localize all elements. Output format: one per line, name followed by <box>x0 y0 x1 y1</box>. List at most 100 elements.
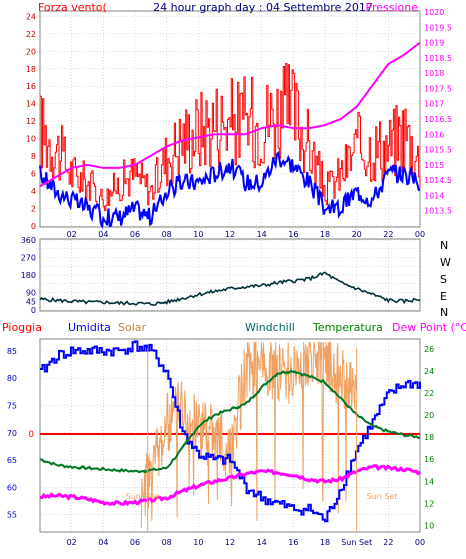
top-left-tick-2: 4 <box>31 187 36 196</box>
top-right-tick-10: 1018.5 <box>424 54 452 63</box>
bottom-left-tick-5: 80 <box>7 374 17 383</box>
bottom-x-tick-11: 00 <box>415 538 425 547</box>
dir-y-tick-2: 90 <box>26 289 36 298</box>
bottom-x-tick-9: Sun Set <box>341 538 372 547</box>
top-right-tick-11: 1019 <box>424 39 444 48</box>
compass-label-w: W <box>440 256 451 269</box>
top-right-tick-3: 1015 <box>424 161 444 170</box>
top-left-tick-0: 0 <box>31 222 36 231</box>
top-left-tick-9: 18 <box>26 65 36 74</box>
bottom-x-tick-1: 04 <box>98 538 108 547</box>
series-humidity <box>40 340 421 523</box>
humidity-label: Umidita <box>68 321 111 334</box>
series-pressure <box>39 41 421 188</box>
bottom-right-tick-0: 10 <box>424 521 434 530</box>
top-x-tick-9: 20 <box>352 230 362 239</box>
bottom-right-tick-5: 20 <box>424 411 434 420</box>
bottom-left-tick-2: 65 <box>7 456 17 465</box>
top-left-tick-11: 22 <box>26 30 36 39</box>
bottom-right-tick-8: 26 <box>424 345 434 354</box>
top-right-tick-5: 1016 <box>424 130 444 139</box>
compass-label-e: E <box>440 290 447 303</box>
series-wind-gust <box>39 150 421 230</box>
top-right-tick-6: 1016.5 <box>424 115 452 124</box>
top-left-tick-1: 2 <box>31 205 36 214</box>
humidity-temperature-plot: 55 60 65 70 75 80 85 10 12 14 16 18 20 22 24 26 02 04 06 08… <box>7 340 434 547</box>
top-right-tick-1: 1014 <box>424 191 444 200</box>
top-right-tick-2: 1014.5 <box>424 176 452 185</box>
series-wind-force <box>40 63 421 211</box>
bottom-left-tick-1: 60 <box>7 483 17 492</box>
top-x-tick-8: 18 <box>320 230 330 239</box>
top-x-tick-5: 12 <box>225 230 235 239</box>
bottom-x-tick-7: 16 <box>288 538 298 547</box>
compass-label-n-top: N <box>440 239 448 252</box>
top-x-tick-6: 14 <box>257 230 267 239</box>
series-dew-point <box>39 464 422 507</box>
dir-y-tick-8: 360 <box>21 236 36 245</box>
top-x-tick-11: 00 <box>415 230 425 239</box>
solar-label: Solar <box>118 321 147 334</box>
top-x-tick-4: 10 <box>193 230 203 239</box>
bottom-right-tick-1: 12 <box>424 499 434 508</box>
series-solar <box>140 341 357 529</box>
top-right-tick-9: 1018 <box>424 69 444 78</box>
dir-y-tick-6: 270 <box>21 254 36 263</box>
chart-title: 24 hour graph day : 04 Settembre 2017 <box>153 1 373 14</box>
top-right-tick-0: 1013.5 <box>424 207 452 216</box>
bottom-x-tick-3: 08 <box>162 538 172 547</box>
bottom-right-tick-4: 18 <box>424 433 434 442</box>
bottom-x-tick-10: 22 <box>383 538 393 547</box>
bottom-panel-frame <box>39 338 421 533</box>
top-left-tick-6: 12 <box>26 117 36 126</box>
bottom-x-tick-2: 06 <box>130 538 140 547</box>
top-x-tick-0: 02 <box>67 230 77 239</box>
top-left-tick-7: 14 <box>26 100 36 109</box>
top-left-tick-3: 6 <box>31 170 36 179</box>
bottom-right-tick-2: 14 <box>424 477 434 486</box>
rain-zero-label: 0 <box>28 430 34 440</box>
series-wind-direction <box>39 271 420 306</box>
sun-marker-label-0: Sun Rise <box>126 492 161 501</box>
bottom-left-tick-0: 55 <box>7 511 17 520</box>
windchill-label: Windchill <box>245 321 295 334</box>
top-x-tick-7: 16 <box>288 230 298 239</box>
bottom-x-tick-8: 18 <box>320 538 330 547</box>
bottom-x-tick-0: 02 <box>67 538 77 547</box>
top-left-tick-8: 16 <box>26 82 36 91</box>
top-right-tick-13: 1020 <box>424 8 444 17</box>
top-x-tick-2: 06 <box>130 230 140 239</box>
bottom-right-tick-3: 16 <box>424 455 434 464</box>
top-right-tick-12: 1019.5 <box>424 23 452 32</box>
top-panel-frame <box>39 10 421 228</box>
top-left-tick-10: 20 <box>26 47 36 56</box>
bottom-left-tick-6: 85 <box>7 347 17 356</box>
bottom-right-tick-6: 22 <box>424 389 434 398</box>
bottom-x-tick-6: 14 <box>257 538 267 547</box>
pressure-label: Pressione <box>366 1 419 14</box>
top-left-tick-4: 8 <box>31 152 36 161</box>
top-right-tick-8: 1017.5 <box>424 84 452 93</box>
bottom-x-tick-5: 12 <box>225 538 235 547</box>
temperature-label: Temperatura <box>312 321 383 334</box>
dir-y-tick-0: 0 <box>31 306 36 315</box>
compass-label-s: S <box>440 273 447 286</box>
sun-marker-label-1: Sun Set <box>367 492 398 501</box>
top-x-tick-10: 22 <box>383 230 393 239</box>
top-left-tick-5: 10 <box>26 135 36 144</box>
top-left-tick-12: 24 <box>26 12 36 21</box>
top-x-tick-3: 08 <box>162 230 172 239</box>
bottom-left-tick-3: 70 <box>7 429 17 438</box>
bottom-x-tick-4: 10 <box>193 538 203 547</box>
dew-point-label: Dew Point (°C) <box>392 321 466 334</box>
top-x-tick-1: 04 <box>98 230 108 239</box>
bottom-right-tick-7: 24 <box>424 367 434 376</box>
top-right-tick-7: 1017 <box>424 100 444 109</box>
wind-force-label: Forza vento( <box>38 1 107 14</box>
bottom-left-tick-4: 75 <box>7 401 17 410</box>
top-right-tick-4: 1015.5 <box>424 146 452 155</box>
